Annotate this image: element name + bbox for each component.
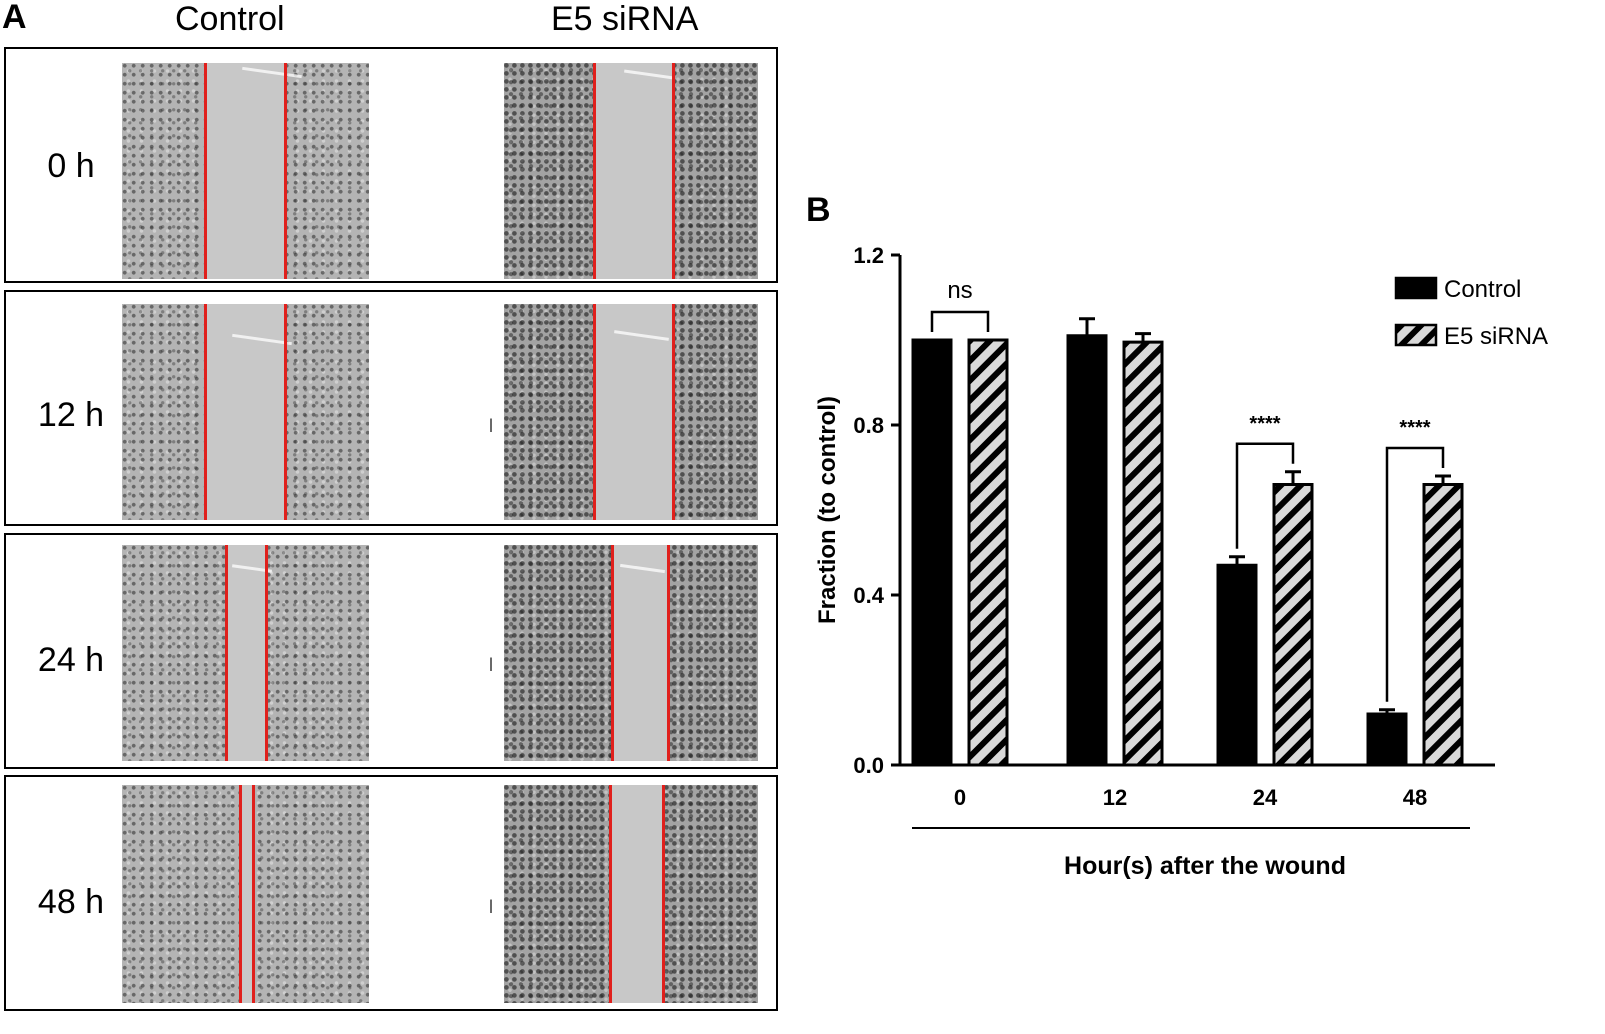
significance-bracket xyxy=(930,310,990,332)
micrograph-e5-48h xyxy=(504,785,758,1003)
column-header-control: Control xyxy=(175,0,285,38)
micrograph-control-48h xyxy=(122,785,369,1003)
stray-mark-24h: l xyxy=(489,655,493,675)
bar-chart: 0.0 0.4 0.8 1.2 Fraction (to control) 0 ns 12 24… xyxy=(814,243,1548,880)
significance-label: **** xyxy=(1399,417,1430,439)
significance-bracket xyxy=(1385,446,1445,702)
panel-b-label: B xyxy=(806,191,831,229)
y-tick-label: 0.0 xyxy=(853,753,884,778)
micrograph-e5-0h xyxy=(504,63,758,279)
bar-control-24 xyxy=(1216,563,1258,767)
micrograph-e5-12h xyxy=(504,304,758,520)
y-tick-label: 0.8 xyxy=(853,413,884,438)
micrograph-control-24h xyxy=(122,545,369,761)
bar-control-48 xyxy=(1366,712,1408,767)
stray-mark-12h: l xyxy=(489,416,493,436)
bar-e5-sirna-48 xyxy=(1422,483,1464,767)
row-label-48h: 48 h xyxy=(37,883,105,921)
micrograph-e5-24h xyxy=(504,545,758,761)
micrograph-row-48h: 48 h l xyxy=(4,775,778,1011)
significance-bracket xyxy=(1235,442,1295,549)
x-axis-label: Hour(s) after the wound xyxy=(1064,852,1346,880)
y-tick-label: 1.2 xyxy=(853,243,884,268)
legend-swatch-e5-sirna xyxy=(1394,323,1438,347)
y-axis-label: Fraction (to control) xyxy=(814,396,841,624)
x-tick-label: 48 xyxy=(1403,785,1427,810)
bar-e5-sirna-12 xyxy=(1122,340,1164,767)
row-label-24h: 24 h xyxy=(37,641,105,679)
micrograph-control-0h xyxy=(122,63,369,279)
bar-e5-sirna-0 xyxy=(967,338,1009,767)
panel-a-label: A xyxy=(2,0,27,36)
x-tick-label: 0 xyxy=(954,785,966,810)
micrograph-row-24h: 24 h l xyxy=(4,533,778,769)
legend-swatch-control xyxy=(1394,276,1438,300)
y-tick-label: 0.4 xyxy=(853,583,884,608)
legend-label-e5-sirna: E5 siRNA xyxy=(1444,323,1548,350)
x-tick-label: 24 xyxy=(1253,785,1278,810)
row-label-12h: 12 h xyxy=(37,396,105,434)
legend-label-control: Control xyxy=(1444,276,1521,303)
column-header-e5-sirna: E5 siRNA xyxy=(551,0,699,38)
stray-mark-48h: l xyxy=(489,897,493,917)
row-label-0h: 0 h xyxy=(47,147,95,185)
micrograph-row-12h: 12 h l xyxy=(4,290,778,526)
micrograph-row-0h: 0 h xyxy=(4,47,778,283)
significance-label: **** xyxy=(1249,413,1280,435)
bar-e5-sirna-24 xyxy=(1272,483,1314,767)
bar-control-12 xyxy=(1066,334,1108,767)
micrograph-control-12h xyxy=(122,304,369,520)
significance-label: ns xyxy=(947,277,972,304)
bar-control-0 xyxy=(911,338,953,767)
x-tick-label: 12 xyxy=(1103,785,1127,810)
